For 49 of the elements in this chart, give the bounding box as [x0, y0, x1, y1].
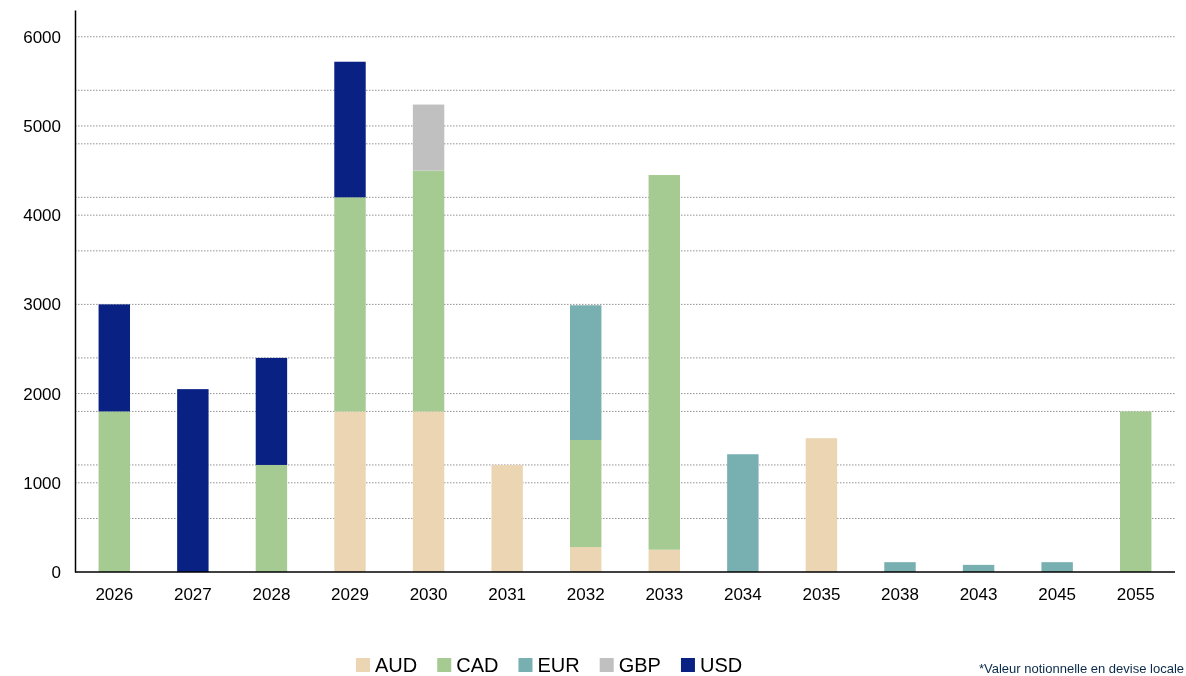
y-tick-label: 4000 — [23, 206, 61, 226]
x-tick-label: 2026 — [95, 585, 134, 605]
x-tick-label: 2033 — [645, 585, 684, 605]
x-tick-label: 2043 — [959, 585, 998, 605]
bar — [648, 175, 680, 550]
x-tick-label: 2029 — [331, 585, 369, 605]
legend-label: USD — [699, 654, 743, 676]
x-tick-label: 2035 — [802, 585, 841, 605]
x-tick-label: 2032 — [566, 585, 605, 605]
bar — [334, 61, 366, 198]
bar — [255, 464, 288, 572]
y-tick-label: 3000 — [23, 295, 61, 315]
x-tick-label: 2055 — [1116, 585, 1155, 605]
bar — [334, 197, 366, 412]
bar — [570, 547, 602, 572]
bar — [884, 562, 916, 572]
x-tick-label: 2027 — [173, 585, 212, 605]
text: *Valeur notionnelle en devise locale — [978, 661, 1184, 676]
y-tick-label: 6000 — [23, 27, 61, 47]
bar — [570, 439, 602, 548]
y-tick-label: 1000 — [23, 473, 61, 493]
bar — [412, 104, 445, 171]
x-tick-label: 2028 — [252, 585, 291, 605]
y-tick-label: 2000 — [23, 384, 61, 404]
bar — [412, 411, 445, 572]
bar — [1041, 562, 1073, 572]
legend-label: EUR — [537, 654, 580, 676]
bar — [1120, 411, 1152, 572]
bar — [491, 464, 523, 572]
bar — [648, 549, 680, 572]
x-tick-label: 2045 — [1038, 585, 1077, 605]
bar — [570, 305, 602, 440]
bar — [412, 170, 445, 412]
bar — [334, 411, 366, 572]
y-tick-label: 5000 — [23, 116, 61, 136]
bar — [255, 357, 288, 465]
x-tick-label: 2038 — [881, 585, 919, 605]
x-tick-label: 2034 — [723, 585, 762, 605]
x-tick-label: 2031 — [488, 585, 527, 605]
x-tick-label: 2030 — [409, 585, 448, 605]
bar — [177, 389, 209, 572]
bar — [98, 304, 130, 412]
legend-label: AUD — [375, 654, 418, 676]
bar — [727, 454, 759, 572]
bar — [98, 411, 130, 572]
y-tick-label: 0 — [51, 562, 61, 582]
bar — [805, 438, 838, 572]
legend-label: GBP — [618, 654, 661, 676]
legend-label: CAD — [456, 654, 499, 676]
